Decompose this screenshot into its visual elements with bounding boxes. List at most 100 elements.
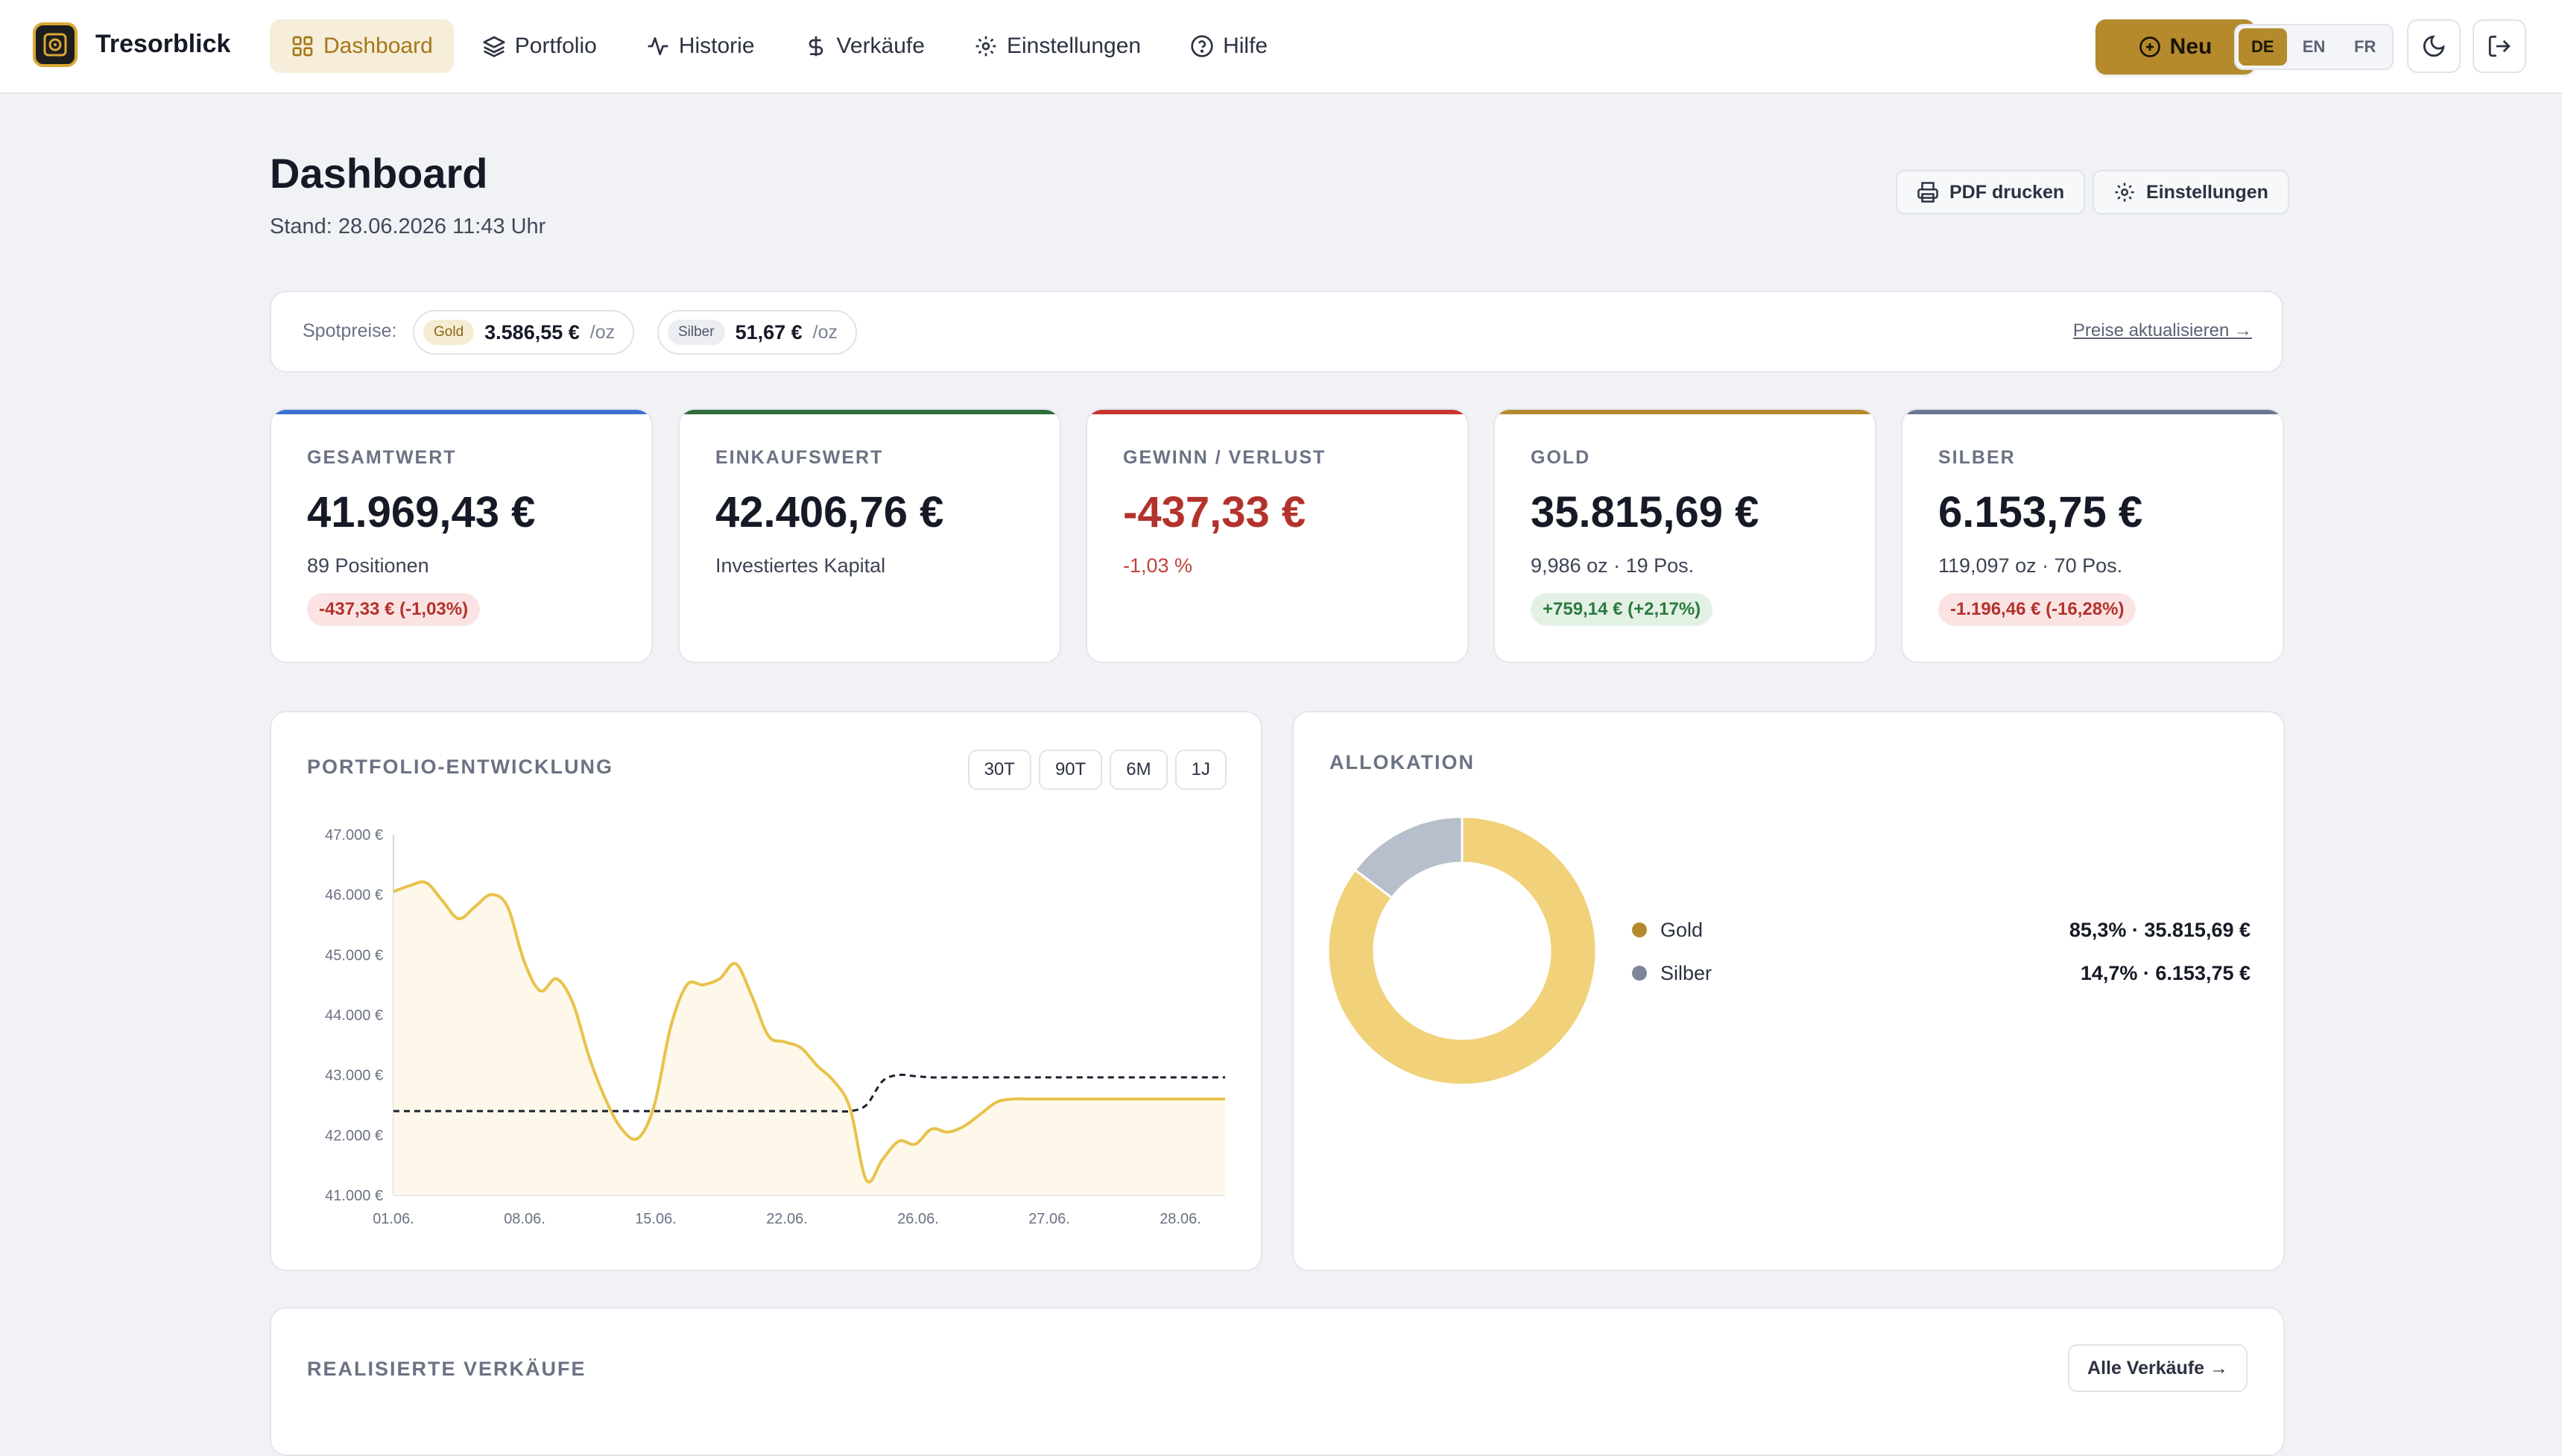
panel-title: ALLOKATION bbox=[1329, 751, 1475, 773]
print-pdf-label: PDF drucken bbox=[1949, 181, 2065, 203]
profit-loss-card: GEWINN / VERLUST -437,33 € -1,03 % bbox=[1086, 408, 1469, 663]
x-tick-label: 15.06. bbox=[635, 1211, 677, 1227]
y-tick-label: 47.000 € bbox=[325, 827, 383, 843]
x-tick-label: 26.06. bbox=[897, 1211, 939, 1227]
settings-button[interactable]: Einstellungen bbox=[2093, 170, 2289, 215]
legend-value: 14,7% · 6.153,75 € bbox=[2080, 961, 2251, 984]
gold-card: GOLD 35.815,69 € 9,986 oz · 19 Pos. +759… bbox=[1493, 408, 1876, 663]
gold-tag: Gold bbox=[423, 320, 475, 345]
card-label: EINKAUFSWERT bbox=[715, 447, 884, 468]
card-accent-bar bbox=[271, 410, 651, 414]
plus-circle-icon bbox=[2139, 37, 2160, 57]
app-logo-icon[interactable] bbox=[33, 22, 78, 67]
change-badge: +759,14 € (+2,17%) bbox=[1531, 593, 1713, 626]
legend-item-silber: Silber 14,7% · 6.153,75 € bbox=[1632, 958, 2251, 988]
main-nav: Dashboard Portfolio Historie Verkäufe Ei… bbox=[270, 19, 1288, 73]
gold-spot-chip: Gold 3.586,55 € /oz bbox=[413, 310, 635, 355]
x-tick-label: 28.06. bbox=[1160, 1211, 1201, 1227]
nav-item-portfolio[interactable]: Portfolio bbox=[461, 19, 618, 73]
language-de[interactable]: DE bbox=[2239, 28, 2287, 66]
dollar-icon bbox=[809, 36, 823, 57]
gold-spot-unit: /oz bbox=[589, 321, 616, 343]
range-90t-button[interactable]: 90T bbox=[1038, 750, 1103, 790]
gear-icon bbox=[975, 36, 996, 57]
allocation-donut-chart bbox=[1326, 815, 1598, 1086]
language-fr[interactable]: FR bbox=[2354, 37, 2376, 56]
legend-swatch bbox=[1632, 966, 1647, 981]
x-tick-label: 22.06. bbox=[766, 1211, 808, 1227]
card-accent-bar bbox=[680, 410, 1060, 414]
card-accent-bar bbox=[1902, 410, 2283, 414]
portfolio-line-chart: 47.000 € 46.000 € 45.000 € 44.000 € 43.000 €… bbox=[325, 827, 1226, 1227]
change-badge: -1.196,46 € (-16,28%) bbox=[1938, 593, 2136, 626]
top-navigation-bar: Tresorblick Dashboard Portfolio Historie… bbox=[0, 0, 2562, 94]
card-value: -437,33 € bbox=[1123, 488, 1306, 536]
dark-mode-toggle[interactable] bbox=[2407, 19, 2461, 73]
nav-item-einstellungen[interactable]: Einstellungen bbox=[953, 19, 1162, 73]
x-tick-label: 08.06. bbox=[504, 1211, 545, 1227]
logout-button[interactable] bbox=[2473, 19, 2526, 73]
page-title: Dashboard bbox=[270, 150, 488, 197]
nav-item-hilfe[interactable]: Hilfe bbox=[1169, 19, 1288, 73]
gold-spot-value: 3.586,55 € bbox=[484, 320, 580, 344]
nav-label: Historie bbox=[678, 34, 755, 58]
portfolio-value-line bbox=[393, 880, 1225, 1184]
card-value: 6.153,75 € bbox=[1938, 488, 2143, 536]
legend-item-gold: Gold 85,3% · 35.815,69 € bbox=[1632, 915, 2251, 945]
nav-item-historie[interactable]: Historie bbox=[625, 19, 776, 73]
nav-item-verkaeufe[interactable]: Verkäufe bbox=[783, 19, 946, 73]
layers-icon bbox=[483, 36, 505, 57]
card-label: GESAMTWERT bbox=[307, 447, 457, 468]
language-en[interactable]: EN bbox=[2302, 37, 2326, 56]
all-sales-button[interactable]: Alle Verkäufe → bbox=[2068, 1344, 2248, 1392]
y-tick-label: 41.000 € bbox=[325, 1188, 383, 1204]
printer-icon bbox=[1917, 182, 1938, 203]
range-1j-button[interactable]: 1J bbox=[1174, 750, 1227, 790]
gear-icon bbox=[2115, 183, 2134, 202]
settings-label: Einstellungen bbox=[2146, 181, 2268, 203]
nav-label: Portfolio bbox=[514, 34, 597, 58]
y-tick-label: 44.000 € bbox=[325, 1007, 383, 1024]
logout-icon bbox=[2488, 35, 2511, 57]
refresh-prices-link[interactable]: Preise aktualisieren → bbox=[2072, 320, 2252, 341]
nav-label: Einstellungen bbox=[1006, 34, 1142, 58]
legend-name: Gold bbox=[1660, 918, 1704, 941]
portfolio-chart-panel: PORTFOLIO-ENTWICKLUNG 30T 90T 6M 1J 47.0… bbox=[270, 711, 1262, 1271]
portfolio-area-fill bbox=[393, 881, 1225, 1195]
card-accent-bar bbox=[1495, 410, 1875, 414]
new-button-label: Neu bbox=[2169, 34, 2213, 59]
y-tick-label: 42.000 € bbox=[325, 1127, 383, 1144]
activity-icon bbox=[648, 37, 668, 55]
silver-spot-chip: Silber 51,67 € /oz bbox=[657, 310, 858, 355]
print-pdf-button[interactable]: PDF drucken bbox=[1896, 170, 2086, 215]
silver-card: SILBER 6.153,75 € 119,097 oz · 70 Pos. -… bbox=[1901, 408, 2284, 663]
spot-price-label: Spotpreise: bbox=[303, 320, 397, 341]
y-tick-label: 43.000 € bbox=[325, 1068, 383, 1084]
card-accent-bar bbox=[1087, 410, 1467, 414]
donut-slice-silber[interactable] bbox=[1353, 815, 1464, 899]
app-name: Tresorblick bbox=[95, 30, 231, 58]
card-subtext: 119,097 oz · 70 Pos. bbox=[1938, 554, 2123, 577]
x-tick-label: 27.06. bbox=[1028, 1211, 1070, 1227]
card-subtext: -1,03 % bbox=[1123, 554, 1193, 577]
help-icon bbox=[1191, 35, 1213, 57]
range-selector: 30T 90T 6M 1J bbox=[967, 750, 1227, 790]
nav-item-dashboard[interactable]: Dashboard bbox=[270, 19, 454, 73]
card-subtext: 9,986 oz · 19 Pos. bbox=[1531, 554, 1695, 577]
x-tick-label: 01.06. bbox=[373, 1211, 414, 1227]
language-switcher: DE EN FR bbox=[2234, 24, 2394, 70]
donut-slice-gold[interactable] bbox=[1326, 815, 1598, 1086]
y-tick-label: 45.000 € bbox=[325, 947, 383, 963]
new-button[interactable]: Neu bbox=[2096, 19, 2255, 75]
card-value: 41.969,43 € bbox=[307, 488, 536, 536]
range-6m-button[interactable]: 6M bbox=[1110, 750, 1168, 790]
card-subtext: Investiertes Kapital bbox=[715, 554, 886, 577]
card-label: GOLD bbox=[1531, 447, 1591, 468]
nav-label: Dashboard bbox=[323, 34, 433, 58]
realized-sales-panel: REALISIERTE VERKÄUFE Alle Verkäufe → bbox=[270, 1307, 2285, 1456]
card-value: 42.406,76 € bbox=[715, 488, 944, 536]
legend-value: 85,3% · 35.815,69 € bbox=[2069, 918, 2251, 941]
legend-name: Silber bbox=[1660, 961, 1712, 984]
range-30t-button[interactable]: 30T bbox=[967, 750, 1031, 790]
card-label: SILBER bbox=[1938, 447, 2016, 468]
